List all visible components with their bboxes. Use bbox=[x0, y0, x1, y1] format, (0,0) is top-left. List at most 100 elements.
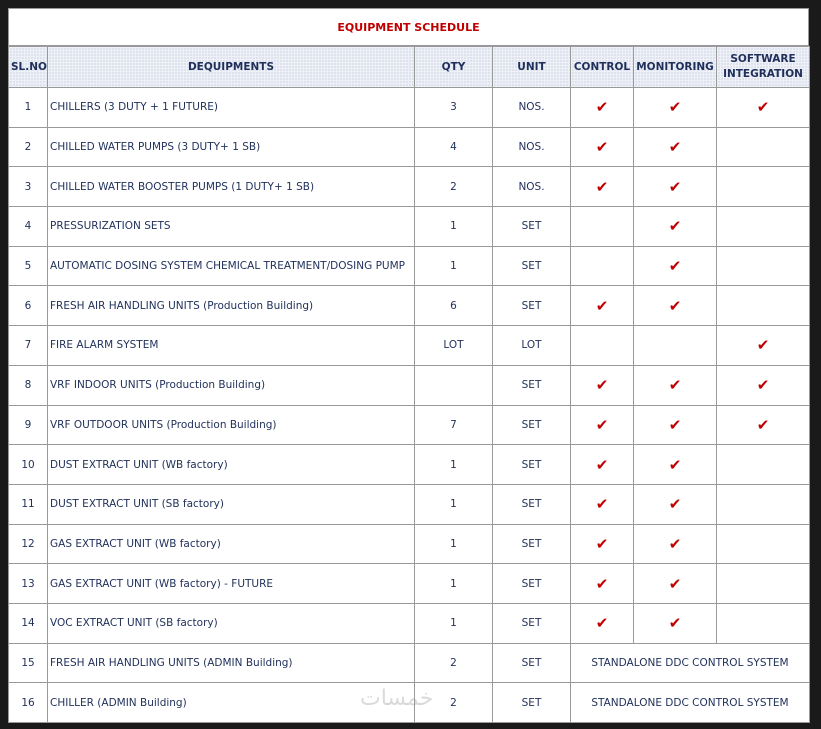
header-cell: UNIT bbox=[492, 46, 571, 88]
cell: NOS. bbox=[492, 87, 571, 128]
cell: 9 bbox=[8, 404, 48, 446]
cell: SET bbox=[492, 245, 571, 287]
table-row: 7 FIRE ALARM SYSTEM LOT LOT ✔ bbox=[8, 325, 810, 366]
cell: 2 bbox=[8, 126, 48, 168]
cell: 6 bbox=[8, 285, 48, 327]
status-cell: ✔ bbox=[633, 563, 717, 604]
cell bbox=[414, 364, 493, 406]
status-cell: ✔ bbox=[633, 444, 717, 485]
cell: 5 bbox=[8, 245, 48, 287]
cell: 15 bbox=[8, 642, 48, 684]
table-row: 16 CHILLER (ADMIN Building) 2 SET STANDALONE… bbox=[8, 682, 810, 723]
header-cell: CONTROL bbox=[570, 46, 634, 88]
cell: 3 bbox=[414, 87, 493, 128]
status-cell: ✔ bbox=[633, 166, 717, 208]
status-cell bbox=[716, 444, 810, 485]
status-cell: ✔ bbox=[633, 404, 717, 446]
equipment-name: CHILLED WATER PUMPS (3 DUTY+ 1 SB) bbox=[47, 126, 415, 168]
status-cell: ✔ bbox=[570, 483, 634, 525]
header-row: SL.NO DEQUIPMENTS QTY UNIT CONTROL MONITORING… bbox=[8, 46, 810, 88]
cell: SET bbox=[492, 563, 571, 604]
cell: 3 bbox=[8, 166, 48, 208]
cell: 6 bbox=[414, 285, 493, 327]
cell: 4 bbox=[414, 126, 493, 168]
equipment-name: CHILLED WATER BOOSTER PUMPS (1 DUTY+ 1 S… bbox=[47, 166, 415, 208]
table-row: 8 VRF INDOOR UNITS (Production Building) S… bbox=[8, 364, 810, 406]
status-cell bbox=[716, 245, 810, 287]
cell: 2 bbox=[414, 166, 493, 208]
cell: 12 bbox=[8, 523, 48, 565]
status-cell bbox=[716, 166, 810, 208]
sheet: EQUIPMENT SCHEDULE SL.NO DEQUIPMENTS QTY UN… bbox=[8, 8, 810, 723]
cell: 1 bbox=[8, 87, 48, 128]
table-row: 14 VOC EXTRACT UNIT (SB factory) 1 SET ✔ ✔ bbox=[8, 602, 810, 644]
header-cell: DEQUIPMENTS bbox=[47, 46, 415, 88]
cell: 7 bbox=[414, 404, 493, 446]
equipment-name: DUST EXTRACT UNIT (SB factory) bbox=[47, 483, 415, 525]
cell: 11 bbox=[8, 483, 48, 525]
status-cell: ✔ bbox=[570, 166, 634, 208]
equipment-name: FIRE ALARM SYSTEM bbox=[47, 325, 415, 366]
table-row: 4 PRESSURIZATION SETS 1 SET ✔ bbox=[8, 206, 810, 247]
cell: 7 bbox=[8, 325, 48, 366]
status-cell: ✔ bbox=[716, 325, 810, 366]
table-row: 9 VRF OUTDOOR UNITS (Production Building)… bbox=[8, 404, 810, 446]
cell: 8 bbox=[8, 364, 48, 406]
cell: 1 bbox=[414, 602, 493, 644]
header-cell: SOFTWARE INTEGRATION bbox=[716, 46, 810, 88]
equipment-name: CHILLER (ADMIN Building) bbox=[47, 682, 415, 723]
status-cell: ✔ bbox=[570, 126, 634, 168]
cell: NOS. bbox=[492, 166, 571, 208]
status-cell bbox=[716, 285, 810, 327]
table-row: 5 AUTOMATIC DOSING SYSTEM CHEMICAL TREATM… bbox=[8, 245, 810, 287]
table-row: 2 CHILLED WATER PUMPS (3 DUTY+ 1 SB) 4 NOS.… bbox=[8, 126, 810, 168]
cell: 16 bbox=[8, 682, 48, 723]
status-cell bbox=[716, 523, 810, 565]
cell: SET bbox=[492, 206, 571, 247]
cell: 13 bbox=[8, 563, 48, 604]
status-cell: ✔ bbox=[570, 404, 634, 446]
cell: SET bbox=[492, 682, 571, 723]
table-row: 1 CHILLERS (3 DUTY + 1 FUTURE) 3 NOS. ✔ ✔ ✔ bbox=[8, 87, 810, 128]
status-cell: ✔ bbox=[570, 364, 634, 406]
status-cell: ✔ bbox=[633, 245, 717, 287]
status-cell: ✔ bbox=[716, 404, 810, 446]
cell: SET bbox=[492, 364, 571, 406]
cell: 1 bbox=[414, 444, 493, 485]
equipment-name: VOC EXTRACT UNIT (SB factory) bbox=[47, 602, 415, 644]
cell: SET bbox=[492, 404, 571, 446]
cell: 4 bbox=[8, 206, 48, 247]
cell: SET bbox=[492, 642, 571, 684]
cell: 1 bbox=[414, 523, 493, 565]
cell: 1 bbox=[414, 483, 493, 525]
status-cell: ✔ bbox=[570, 285, 634, 327]
status-cell: ✔ bbox=[633, 523, 717, 565]
status-cell bbox=[716, 483, 810, 525]
cell: 1 bbox=[414, 206, 493, 247]
status-cell bbox=[570, 206, 634, 247]
table-row: 6 FRESH AIR HANDLING UNITS (Production Bu… bbox=[8, 285, 810, 327]
status-cell bbox=[716, 126, 810, 168]
cell: LOT bbox=[492, 325, 571, 366]
status-cell bbox=[570, 245, 634, 287]
watermark: خمسات bbox=[360, 686, 434, 711]
status-cell bbox=[570, 325, 634, 366]
status-cell: ✔ bbox=[716, 364, 810, 406]
equipment-name: CHILLERS (3 DUTY + 1 FUTURE) bbox=[47, 87, 415, 128]
header-cell: MONITORING bbox=[633, 46, 717, 88]
cell: 14 bbox=[8, 602, 48, 644]
table-row: 13 GAS EXTRACT UNIT (WB factory) - FUTURE… bbox=[8, 563, 810, 604]
status-cell bbox=[633, 325, 717, 366]
table-row: 10 DUST EXTRACT UNIT (WB factory) 1 SET ✔ ✔ bbox=[8, 444, 810, 485]
table-row: 15 FRESH AIR HANDLING UNITS (ADMIN Buildi… bbox=[8, 642, 810, 684]
status-cell: ✔ bbox=[716, 87, 810, 128]
status-cell: ✔ bbox=[633, 364, 717, 406]
cell: NOS. bbox=[492, 126, 571, 168]
cell: 1 bbox=[414, 245, 493, 287]
status-cell: ✔ bbox=[633, 483, 717, 525]
cell: SET bbox=[492, 523, 571, 565]
status-cell: ✔ bbox=[570, 602, 634, 644]
equipment-table: SL.NO DEQUIPMENTS QTY UNIT CONTROL MONITORING… bbox=[8, 46, 810, 723]
cell: SET bbox=[492, 285, 571, 327]
